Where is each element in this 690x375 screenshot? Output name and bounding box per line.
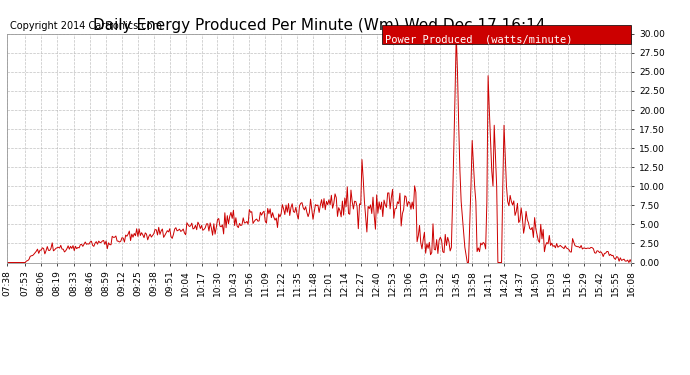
Text: Copyright 2014 Cartronics.com: Copyright 2014 Cartronics.com (10, 21, 162, 32)
Bar (382, 25, 631, 44)
Title: Daily Energy Produced Per Minute (Wm) Wed Dec 17 16:14: Daily Energy Produced Per Minute (Wm) We… (93, 18, 545, 33)
Text: Power Produced  (watts/minute): Power Produced (watts/minute) (385, 34, 572, 44)
